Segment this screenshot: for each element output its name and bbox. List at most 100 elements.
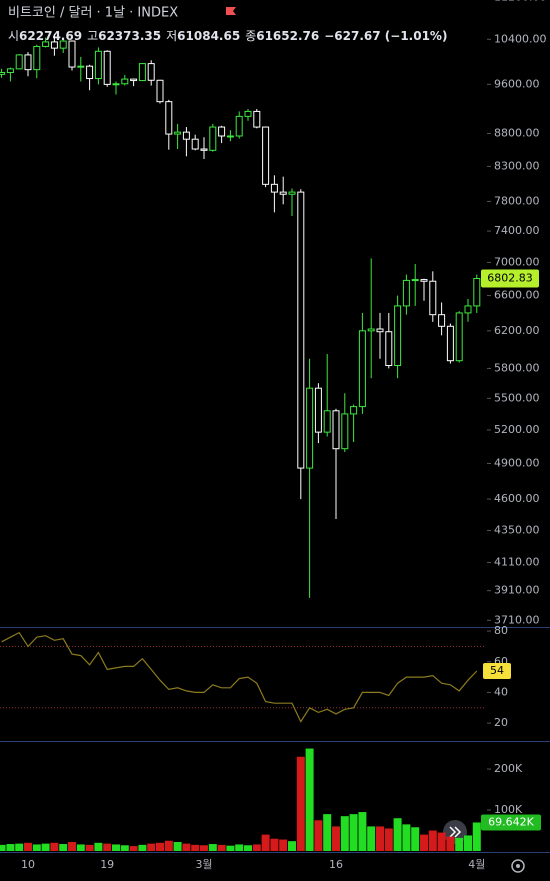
volume-label-box [481, 814, 541, 831]
volume-bar [472, 822, 481, 851]
candle-body [358, 330, 366, 408]
ohlc-value: 61084.65 [177, 29, 240, 43]
volume-bar [323, 814, 332, 851]
y-tick-label: 4110.00 [494, 556, 540, 569]
volume-bar [68, 841, 76, 851]
candle-body [455, 312, 463, 362]
candle-body [0, 72, 6, 75]
ohlc-value: 62373.35 [98, 29, 161, 43]
candle-body [156, 79, 164, 103]
candle-body [402, 279, 410, 307]
y-tick-label: 80 [494, 624, 508, 637]
volume-bar [455, 837, 464, 851]
rsi-line [1, 631, 478, 723]
volume-bar [235, 844, 244, 851]
candle-body [279, 191, 287, 195]
volume-bar [340, 816, 349, 851]
volume-bar [173, 841, 182, 851]
candle-body [103, 50, 111, 85]
volume-bar [332, 826, 340, 851]
candle-body [446, 325, 454, 362]
y-tick-label: 5200.00 [494, 423, 540, 436]
candle-body [235, 115, 243, 137]
y-tick-label: 7400.00 [494, 224, 540, 237]
current-volume-label: 69.642K [488, 815, 534, 828]
volume-bar [270, 838, 279, 851]
x-tick-label: 16 [329, 858, 343, 871]
current-rsi-label: 54 [490, 664, 504, 677]
candle-body [226, 135, 234, 138]
ohlc-label: 저 [166, 29, 177, 43]
candle-body [24, 54, 32, 71]
candle-body [420, 279, 428, 282]
y-tick-label: 4900.00 [494, 456, 540, 469]
candle-body [332, 410, 340, 450]
volume-bar [0, 844, 6, 851]
ohlc-line: 시62274.69 고62373.35 저61084.65 종61652.76 −627… [8, 29, 447, 43]
candle-body [174, 131, 182, 135]
volume-bar [358, 812, 367, 851]
candle-body [209, 126, 217, 151]
ohlc-label: 시 [8, 29, 19, 43]
candle-body [341, 413, 349, 450]
volume-bar [147, 843, 156, 851]
x-tick-label: 10 [21, 858, 35, 871]
volume-bar [112, 844, 120, 851]
volume-bar [261, 834, 270, 851]
rsi-label-box [483, 662, 511, 679]
volume-bar [226, 845, 235, 851]
y-tick-label: 5800.00 [494, 361, 540, 374]
candle-body [86, 65, 94, 80]
candle-body [464, 305, 472, 314]
volume-bar [103, 843, 112, 851]
candle-body [68, 40, 76, 68]
candle-body [438, 314, 446, 327]
y-tick-label: 100K [494, 803, 523, 816]
candle-body [367, 328, 375, 332]
volume-bar [200, 845, 208, 851]
candle-body [270, 183, 278, 193]
candle-body [112, 83, 120, 86]
volume-bar [288, 841, 296, 851]
candle-body [200, 148, 208, 151]
symbol-title[interactable]: 비트코인 / 달러 · 1날 · INDEX [8, 6, 178, 21]
y-tick-label: 40 [494, 685, 508, 698]
candle-body [376, 328, 384, 333]
volume-bar [252, 844, 261, 851]
volume-bar [244, 845, 252, 851]
ohlc-label: 종 [245, 29, 256, 43]
candle-body [42, 41, 50, 47]
volume-bar [32, 844, 41, 851]
price-label-box [481, 269, 539, 288]
candle-body [218, 126, 226, 137]
ohlc-value: 61652.76 [256, 29, 319, 43]
y-tick-label: 7000.00 [494, 255, 540, 268]
candle-body [138, 63, 146, 82]
y-tick-label: 6600.00 [494, 289, 540, 302]
candle-body [59, 40, 67, 49]
volume-bar [446, 836, 455, 851]
current-price-label: 6802.83 [487, 272, 533, 285]
flag-icon[interactable] [226, 7, 236, 15]
y-tick-label: 8800.00 [494, 126, 540, 139]
volume-bar [411, 827, 420, 851]
candle-body [191, 138, 199, 150]
candle-body [121, 78, 129, 85]
volume-bar [129, 846, 138, 851]
volume-bar [120, 845, 129, 851]
volume-bar [393, 818, 402, 851]
volume-bar [164, 840, 173, 851]
candle-body [262, 126, 270, 185]
settings-icon[interactable] [511, 859, 525, 873]
candle-body [33, 45, 41, 71]
y-tick-label: 9600.00 [494, 77, 540, 90]
volume-bar [191, 844, 200, 851]
candle-body [385, 331, 393, 367]
candle-body [297, 191, 305, 469]
candle-body [6, 68, 14, 74]
volume-bar [420, 834, 428, 851]
y-tick-label: 4600.00 [494, 492, 540, 505]
candle-body [94, 50, 102, 80]
volume-bar [208, 844, 217, 851]
